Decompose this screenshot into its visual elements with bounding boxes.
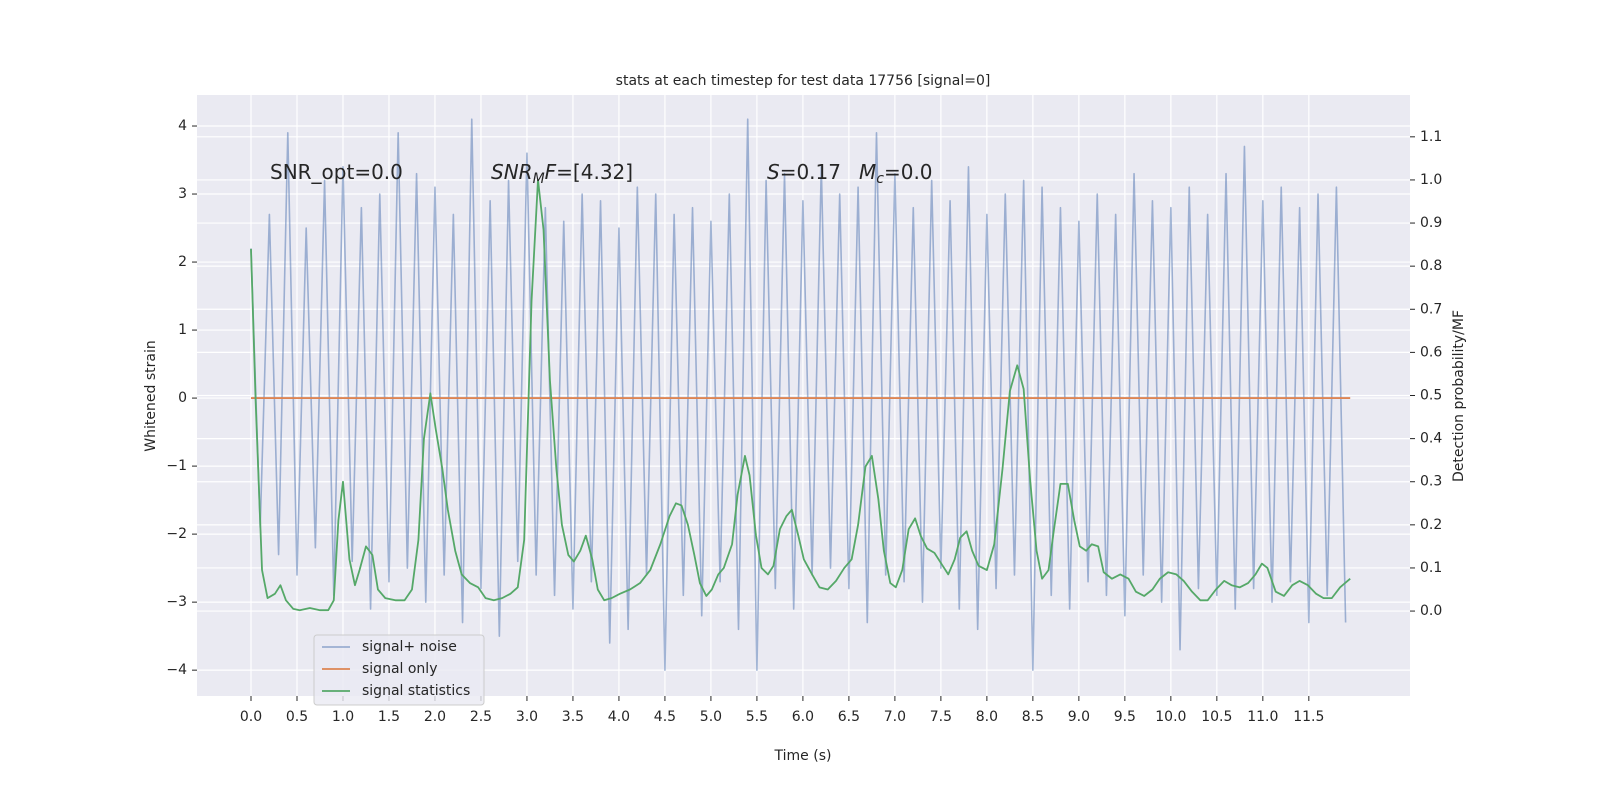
y2-tick-label: 0.7 xyxy=(1420,301,1442,317)
annotation-part: =[4.32] xyxy=(556,160,633,184)
legend-box xyxy=(313,634,485,706)
y-tick-label: 1 xyxy=(178,322,187,338)
annotation-part: SNR_opt=0.0 xyxy=(270,160,403,184)
y2-tick-label: 0.2 xyxy=(1420,517,1442,533)
x-tick-label: 8.0 xyxy=(976,709,998,725)
x-tick-label: 8.5 xyxy=(1022,709,1044,725)
annotation-part: SNR xyxy=(491,160,533,184)
x-tick-label: 6.0 xyxy=(792,709,814,725)
x-tick-label: 0.5 xyxy=(286,709,308,725)
y-tick-label: −2 xyxy=(166,526,187,542)
y-tick-label: −1 xyxy=(166,458,187,474)
y-tick-label: 3 xyxy=(178,186,187,202)
annotation-part: S xyxy=(767,160,780,184)
legend-label: signal only xyxy=(362,661,437,677)
x-tick-label: 4.0 xyxy=(608,709,630,725)
x-tick-label: 2.0 xyxy=(424,709,446,725)
series-line xyxy=(250,118,1347,671)
x-tick-label: 7.5 xyxy=(930,709,952,725)
y2-tick-label: 0.4 xyxy=(1420,431,1442,447)
annotation-part: M xyxy=(533,171,545,187)
x-tick-label: 9.0 xyxy=(1068,709,1090,725)
legend-label: signal statistics xyxy=(362,683,470,699)
x-tick-label: 10.5 xyxy=(1201,709,1232,725)
y2-tick-label: 0.1 xyxy=(1420,560,1442,576)
x-tick-label: 5.0 xyxy=(700,709,722,725)
y2-tick-label: 1.1 xyxy=(1420,129,1442,145)
x-tick-label: 1.0 xyxy=(332,709,354,725)
x-tick-label: 2.5 xyxy=(470,709,492,725)
x-tick-label: 1.5 xyxy=(378,709,400,725)
x-tick-label: 6.5 xyxy=(838,709,860,725)
y2-tick-label: 0.3 xyxy=(1420,474,1442,490)
y-tick-label: 2 xyxy=(178,254,187,270)
x-axis-label: Time (s) xyxy=(774,748,832,764)
annotation: SNRMF=[4.32] xyxy=(491,160,633,188)
x-tick-label: 0.0 xyxy=(240,709,262,725)
annotation-part: F xyxy=(545,160,557,184)
y-axis-label: Whitened strain xyxy=(143,340,159,451)
y2-tick-label: 0.0 xyxy=(1420,603,1442,619)
x-tick-label: 4.5 xyxy=(654,709,676,725)
y2-tick-label: 0.6 xyxy=(1420,344,1442,360)
annotation-part: M xyxy=(859,160,876,184)
y-tick-label: 0 xyxy=(178,390,187,406)
y2-axis-label: Detection probability/MF xyxy=(1451,310,1467,482)
annotation-part: c xyxy=(876,171,884,187)
x-tick-label: 3.5 xyxy=(562,709,584,725)
x-tick-label: 5.5 xyxy=(746,709,768,725)
series-line xyxy=(250,179,1351,612)
y-tick-label: −4 xyxy=(166,662,187,678)
y-tick-label: 4 xyxy=(178,118,187,134)
overlay: 0.0 0.5 1.0 1.5 2.0 2.5 3.0 3.5 4.0 4.5 5.0 5.5 6.0 6… xyxy=(166,118,1442,725)
chart-title: stats at each timestep for test data 177… xyxy=(616,73,991,89)
y-tick-label: −3 xyxy=(166,594,187,610)
y2-tick-label: 0.9 xyxy=(1420,215,1442,231)
x-tick-label: 9.5 xyxy=(1114,709,1136,725)
annotation-part: =0.0 xyxy=(884,160,933,184)
legend-label: signal+ noise xyxy=(362,639,457,655)
x-tick-label: 11.5 xyxy=(1293,709,1324,725)
marks xyxy=(250,118,1351,671)
y2-tick-label: 0.8 xyxy=(1420,258,1442,274)
y2-tick-label: 1.0 xyxy=(1420,172,1442,188)
x-tick-label: 3.0 xyxy=(516,709,538,725)
x-tick-label: 10.0 xyxy=(1155,709,1186,725)
annotation-part: =0.17 xyxy=(780,160,841,184)
x-tick-label: 7.0 xyxy=(884,709,906,725)
annotation: S=0.17 xyxy=(767,160,841,184)
annotation: Mc=0.0 xyxy=(859,160,933,188)
y2-tick-label: 0.5 xyxy=(1420,388,1442,404)
x-tick-label: 11.0 xyxy=(1247,709,1278,725)
annotation: SNR_opt=0.0 xyxy=(270,160,403,184)
